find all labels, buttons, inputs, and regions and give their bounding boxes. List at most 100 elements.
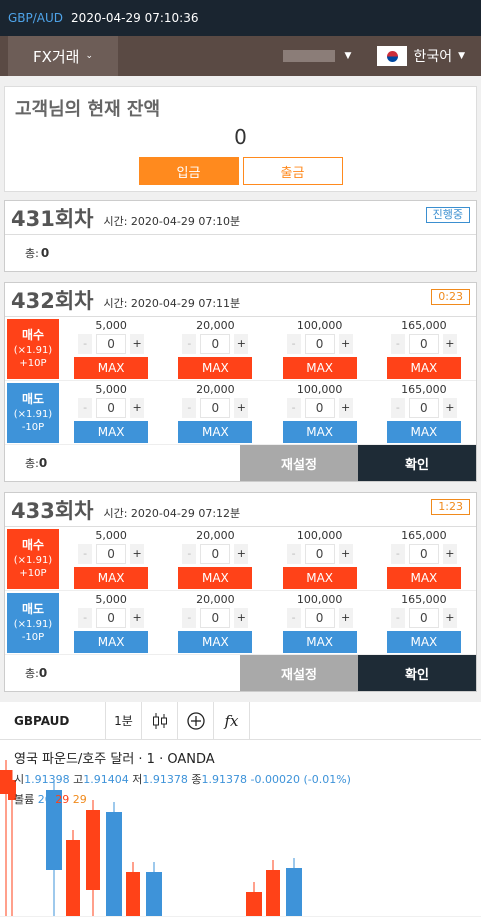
round-433: 433회차 시간: 2020-04-29 07:12분 1:23 매수 (×1.… [4, 492, 477, 692]
max-button[interactable]: MAX [386, 631, 461, 653]
quantity-input[interactable]: 0 [96, 608, 127, 628]
sell-points: -10P [21, 631, 45, 643]
minus-button[interactable]: - [286, 398, 301, 418]
plus-button[interactable]: + [234, 608, 249, 628]
max-button[interactable]: MAX [74, 631, 149, 653]
language-label[interactable]: 한국어 [413, 49, 453, 65]
minus-button[interactable]: - [390, 398, 405, 418]
plus-button[interactable]: + [442, 334, 457, 354]
quantity-input[interactable]: 0 [304, 334, 335, 354]
minus-button[interactable]: - [286, 544, 301, 564]
buy-columns: 5,000-0 + MAX 20,000-0 + MAX 100,000-0 + MAX 1… [59, 317, 476, 380]
chart-symbol[interactable]: GBPAUD [0, 701, 106, 740]
round-number: 433회차 [11, 498, 94, 523]
sell-points: -10P [21, 421, 45, 433]
round-time: 시간: 2020-04-29 07:12분 [103, 506, 241, 520]
minus-button[interactable]: - [78, 398, 93, 418]
plus-button[interactable]: + [442, 608, 457, 628]
sell-label-box: 매도 (×1.91) -10P [7, 593, 59, 653]
quantity-input[interactable]: 0 [408, 398, 439, 418]
formula-icon[interactable]: fx [214, 701, 250, 740]
add-indicator-icon[interactable] [178, 701, 214, 740]
minus-button[interactable]: - [182, 544, 197, 564]
withdraw-button[interactable]: 출금 [242, 157, 343, 185]
confirm-button[interactable]: 확인 [358, 655, 476, 691]
max-button[interactable]: MAX [282, 567, 357, 589]
quantity-input[interactable]: 0 [408, 544, 439, 564]
buy-rate: (×1.91) [13, 554, 53, 566]
deposit-button[interactable]: 입금 [138, 157, 239, 185]
plus-button[interactable]: + [442, 398, 457, 418]
quantity-input[interactable]: 0 [408, 608, 439, 628]
max-button[interactable]: MAX [282, 357, 357, 379]
minus-button[interactable]: - [286, 608, 301, 628]
quantity-input[interactable]: 0 [200, 398, 231, 418]
max-button[interactable]: MAX [178, 631, 253, 653]
language-dropdown-icon[interactable]: ▼ [458, 51, 465, 61]
max-button[interactable]: MAX [282, 421, 357, 443]
quantity-input[interactable]: 0 [96, 398, 127, 418]
volume-readout: 볼륨 20 29 29 [14, 793, 87, 806]
interval-button[interactable]: 1분 [106, 701, 142, 740]
plus-button[interactable]: + [234, 334, 249, 354]
plus-button[interactable]: + [130, 608, 145, 628]
minus-button[interactable]: - [78, 544, 93, 564]
user-dropdown-icon[interactable]: ▼ [344, 51, 352, 61]
quantity-input[interactable]: 0 [96, 334, 127, 354]
sell-label-box: 매도 (×1.91) -10P [7, 383, 59, 443]
quantity-stepper: -0 + [390, 334, 457, 354]
plus-button[interactable]: + [130, 398, 145, 418]
quantity-input[interactable]: 0 [408, 334, 439, 354]
quantity-input[interactable]: 0 [304, 544, 335, 564]
bet-amount: 165,000 [401, 383, 447, 396]
quantity-input[interactable]: 0 [96, 544, 127, 564]
minus-button[interactable]: - [182, 608, 197, 628]
reset-button[interactable]: 재설정 [240, 445, 358, 481]
minus-button[interactable]: - [390, 334, 405, 354]
buy-points: +10P [19, 357, 47, 369]
round-432: 432회차 시간: 2020-04-29 07:11분 0:23 매수 (×1.… [4, 282, 477, 482]
quantity-input[interactable]: 0 [304, 398, 335, 418]
reset-button[interactable]: 재설정 [240, 655, 358, 691]
max-button[interactable]: MAX [178, 357, 253, 379]
plus-button[interactable]: + [338, 398, 353, 418]
plus-button[interactable]: + [338, 544, 353, 564]
max-button[interactable]: MAX [282, 631, 357, 653]
minus-button[interactable]: - [286, 334, 301, 354]
plus-button[interactable]: + [442, 544, 457, 564]
confirm-button[interactable]: 확인 [358, 445, 476, 481]
max-button[interactable]: MAX [178, 421, 253, 443]
plus-button[interactable]: + [130, 544, 145, 564]
max-button[interactable]: MAX [74, 421, 149, 443]
price-chart[interactable]: 영국 파운드/호주 달러 · 1 · OANDA 시1.91398 고1.914… [0, 740, 481, 916]
quantity-input[interactable]: 0 [304, 608, 335, 628]
plus-button[interactable]: + [234, 398, 249, 418]
max-button[interactable]: MAX [386, 567, 461, 589]
plus-button[interactable]: + [338, 608, 353, 628]
user-name-blurred[interactable] [282, 50, 335, 62]
plus-button[interactable]: + [130, 334, 145, 354]
max-button[interactable]: MAX [386, 421, 461, 443]
sell-columns: 5,000-0 + MAX 20,000-0 + MAX 100,000-0 + MAX 1… [59, 591, 476, 654]
minus-button[interactable]: - [390, 544, 405, 564]
bet-amount: 165,000 [401, 319, 447, 332]
minus-button[interactable]: - [182, 398, 197, 418]
minus-button[interactable]: - [78, 334, 93, 354]
minus-button[interactable]: - [78, 608, 93, 628]
fx-menu-button[interactable]: FX거래 ⌄ [8, 36, 118, 76]
buy-label: 매수 [21, 538, 45, 553]
quantity-input[interactable]: 0 [200, 334, 231, 354]
quantity-stepper: -0 + [286, 398, 353, 418]
max-button[interactable]: MAX [178, 567, 253, 589]
quantity-input[interactable]: 0 [200, 544, 231, 564]
plus-button[interactable]: + [338, 334, 353, 354]
max-button[interactable]: MAX [74, 567, 149, 589]
max-button[interactable]: MAX [74, 357, 149, 379]
max-button[interactable]: MAX [386, 357, 461, 379]
minus-button[interactable]: - [182, 334, 197, 354]
minus-button[interactable]: - [390, 608, 405, 628]
quantity-input[interactable]: 0 [200, 608, 231, 628]
plus-button[interactable]: + [234, 544, 249, 564]
candlestick-icon[interactable] [142, 701, 178, 740]
round-footer: 총:0 재설정 확인 [5, 655, 476, 691]
